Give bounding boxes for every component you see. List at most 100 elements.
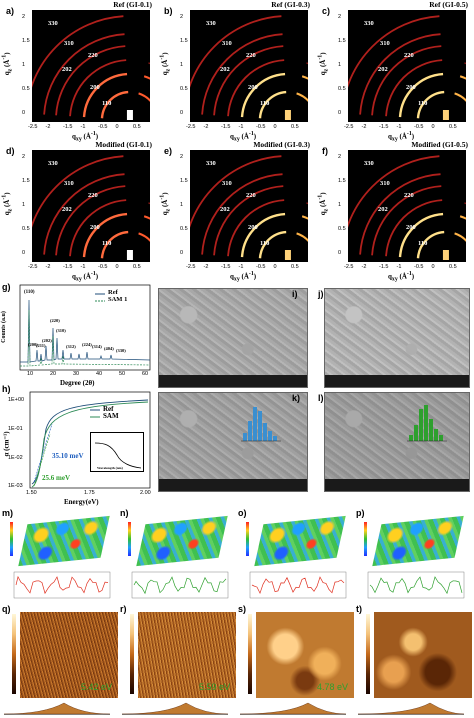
diffraction-ring — [69, 199, 127, 257]
hist-bar — [268, 431, 272, 441]
height-profile — [13, 571, 111, 599]
giwaxs-pattern: 330 310 220 202 200 110 — [348, 10, 466, 122]
ring-label: 330 — [48, 160, 58, 167]
absorption-ytick: 1E-03 — [8, 483, 23, 489]
giwaxs-xtick: -2 — [45, 124, 51, 130]
xrd-peak-211: (211) — [36, 343, 46, 348]
ring-label: 200 — [90, 84, 100, 91]
diffraction-ring-segment — [301, 215, 308, 220]
ring-label: 202 — [220, 66, 230, 73]
ring-label: 110 — [102, 240, 112, 247]
xrd-peak-220: (220) — [50, 318, 60, 323]
giwaxs-xtick: -1.5 — [63, 124, 73, 130]
giwaxs-ytick: 0 — [22, 110, 26, 116]
hist-bar — [248, 421, 252, 441]
kpfm-map — [20, 612, 118, 698]
hist-bar — [409, 435, 413, 441]
giwaxs-ytick: 0 — [338, 250, 342, 256]
ring-label: 310 — [380, 180, 390, 187]
panel-letter: c) — [322, 6, 331, 16]
panel-letter-j: j) — [318, 289, 324, 299]
panel-letter: p) — [356, 508, 365, 518]
profile-frame — [367, 571, 465, 599]
giwaxs-panel: d) Modified (GI-0.1) 330 310 220 202 200 110 -2.… — [2, 140, 158, 283]
giwaxs-ylabel: qz (Å-1) — [1, 52, 14, 76]
diffraction-ring — [348, 155, 440, 228]
xrd-sam-line — [20, 309, 151, 367]
sem-info-bar — [159, 479, 307, 491]
sem-panel-k — [158, 392, 308, 492]
profile-line — [369, 576, 463, 595]
diffraction-ring — [82, 212, 128, 258]
sem-image — [325, 393, 469, 479]
diffraction-ring-segment — [301, 75, 308, 80]
xrd-frame — [19, 284, 151, 371]
diffraction-ring-segment — [148, 62, 150, 65]
panel-title: Ref (GI-0.5) — [429, 0, 468, 9]
giwaxs-xtick: -1 — [80, 264, 86, 270]
profile-frame — [249, 571, 347, 599]
absorption-legend-sam: SAM — [103, 412, 119, 420]
giwaxs-xtick: -2.5 — [186, 264, 196, 270]
diffraction-ring-segment — [454, 92, 466, 102]
diffraction-ring-segment — [296, 232, 308, 242]
diffraction-ring — [371, 45, 442, 116]
xrd-xtick: 30 — [73, 371, 80, 377]
giwaxs-rings — [190, 155, 308, 260]
hist-bar — [243, 433, 247, 441]
absorption-legend-ref: Ref — [103, 405, 114, 413]
ring-label: 200 — [406, 224, 416, 231]
absorption-inset: Wavelength (nm) — [90, 432, 144, 472]
height-profile — [249, 571, 347, 599]
giwaxs-ytick: 0 — [22, 250, 26, 256]
ring-label: 330 — [364, 20, 374, 27]
giwaxs-xtick: -1 — [238, 124, 244, 130]
panel-title: Modified (GI-0.1) — [95, 140, 152, 149]
giwaxs-xlabel: qxy (Å-1) — [388, 131, 415, 143]
ring-label: 310 — [64, 180, 74, 187]
height-colorbar — [246, 522, 249, 556]
diffraction-ring — [100, 90, 129, 119]
potential-distribution — [3, 702, 111, 715]
beamstop-spot — [126, 110, 133, 120]
height-colorbar — [128, 522, 131, 556]
beamstop-spot — [442, 110, 449, 120]
giwaxs-ytick: 0 — [180, 110, 184, 116]
giwaxs-xtick: -0.5 — [256, 264, 266, 270]
ring-label: 330 — [206, 160, 216, 167]
sem-info-bar — [159, 375, 307, 387]
giwaxs-xtick: -2 — [361, 124, 367, 130]
height-profile — [131, 571, 229, 599]
kpfm-panel: s) 4.78 eV — [238, 604, 354, 698]
absorption-xtick: 1.75 — [84, 490, 95, 496]
kpfm-map — [138, 612, 236, 698]
giwaxs-xtick: 0 — [431, 124, 435, 130]
panel-letter: m) — [2, 508, 13, 518]
panel-letter: r) — [120, 604, 127, 614]
sem-image — [159, 393, 307, 479]
absorption-panel: h) Wavelength (nm) Ref SAM 35.10 meV 25.… — [0, 384, 160, 510]
diffraction-ring — [258, 90, 287, 119]
xrd-peak-200: (200) — [28, 342, 38, 347]
giwaxs-xtick: 0 — [115, 124, 119, 130]
giwaxs-rings — [348, 155, 466, 260]
diffraction-ring — [258, 230, 287, 259]
xrd-legend-sam: SAM 1 — [108, 296, 128, 303]
hist-bar — [258, 411, 262, 441]
hist-bar — [439, 435, 443, 441]
panel-title: Ref (GI-0.1) — [113, 0, 152, 9]
giwaxs-xtick: -1 — [80, 124, 86, 130]
absorption-sam-line — [31, 401, 149, 488]
work-function-value: 5.42 eV — [80, 682, 112, 692]
giwaxs-xtick: -1 — [396, 124, 402, 130]
giwaxs-ytick: 1 — [180, 62, 184, 68]
giwaxs-panel: b) Ref (GI-0.3) 330 310 220 202 200 110 -2.5 -2 -1… — [160, 0, 316, 143]
giwaxs-xtick: 0.5 — [133, 124, 141, 130]
profile-line — [251, 576, 345, 595]
giwaxs-panel: f) Modified (GI-0.5) 330 310 220 202 200 110 -2.… — [318, 140, 474, 283]
diffraction-ring — [55, 45, 126, 116]
giwaxs-xtick: -0.5 — [256, 124, 266, 130]
panel-letter-h: h) — [2, 384, 11, 394]
hist-bar — [424, 405, 428, 441]
ring-label: 202 — [62, 206, 72, 213]
